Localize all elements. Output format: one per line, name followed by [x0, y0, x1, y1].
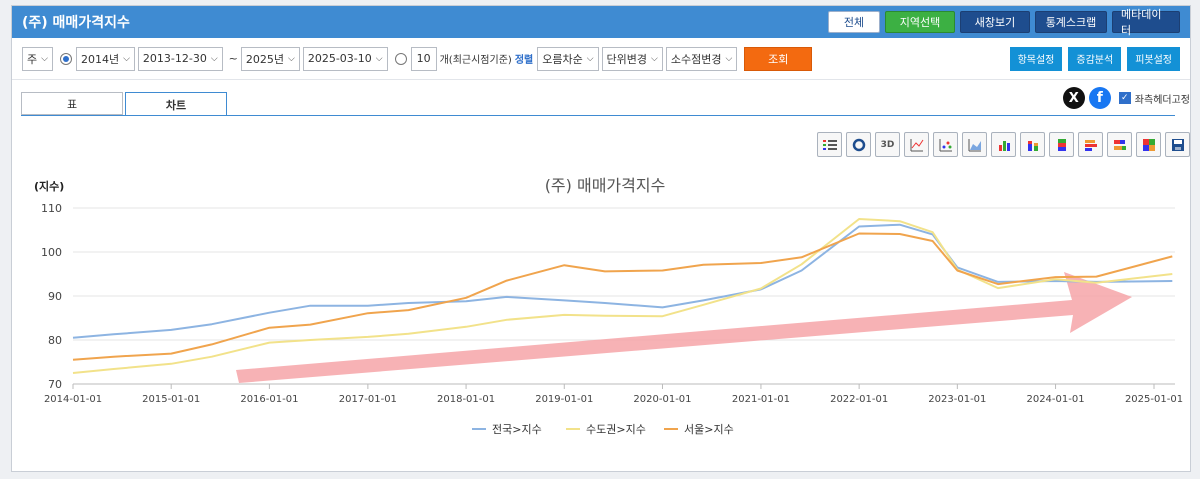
x-tick-label: 2019-01-01 — [535, 394, 593, 405]
chevron-down-icon: ⌵ — [123, 53, 130, 64]
recent-label: 개(최근시점기준) — [439, 55, 512, 66]
x-tick-label: 2022-01-01 — [830, 394, 888, 405]
sort-link[interactable]: 정렬 — [514, 55, 534, 66]
period-select[interactable]: 주 ⌵ — [22, 46, 53, 71]
chevron-down-icon: ⌵ — [586, 53, 594, 64]
page-title: (주) 매매가격지수 — [22, 15, 130, 31]
period-select-value: 주 — [27, 52, 38, 66]
x-axis-ticks: 2014-01-01 2015-01-01 2016-01-01 2017-01-01… — [44, 394, 1183, 405]
social-bar: X f ✓ 좌측헤더고정 — [1062, 87, 1190, 109]
fix-header-label: 좌측헤더고정 — [1134, 94, 1190, 106]
chart-toolbar: 3D — [813, 132, 1190, 157]
chevron-down-icon: ⌵ — [725, 53, 733, 64]
from-date-value: 2013-12-30 — [142, 52, 207, 65]
x-tick-label: 2024-01-01 — [1026, 394, 1084, 405]
area-icon[interactable] — [962, 132, 987, 157]
x-tick-label: 2015-01-01 — [142, 394, 200, 405]
save-icon[interactable] — [1165, 132, 1190, 157]
y-tick-label: 110 — [41, 202, 62, 215]
series-line-1 — [72, 223, 1173, 339]
fix-header-checkbox[interactable]: ✓ — [1118, 92, 1131, 104]
recent-radio[interactable] — [394, 52, 407, 65]
3d-icon[interactable]: 3D — [875, 132, 900, 157]
chevron-down-icon: ⌵ — [41, 53, 48, 64]
view-tabs: 표 차트 — [21, 92, 229, 116]
tab-underline — [21, 115, 1175, 116]
chart-series — [72, 218, 1173, 374]
decimal-value: 소수점변경 — [670, 52, 722, 66]
stacked-bar-alt-icon[interactable] — [1049, 132, 1074, 157]
range-separator: ~ — [228, 52, 238, 65]
trend-arrow — [236, 272, 1132, 383]
trend-arrow-shape — [236, 272, 1132, 383]
y-tick-label: 80 — [48, 334, 62, 347]
y-axis-ticks: 70 80 90 100 110 — [41, 202, 62, 391]
x-tick-label: 2020-01-01 — [633, 394, 691, 405]
unit-value: 단위변경 — [606, 52, 648, 66]
x-tick-label: 2023-01-01 — [928, 394, 986, 405]
legend-label: 전국>지수 — [492, 423, 542, 436]
app-window: (주) 매매가격지수 전체 지역선택 새창보기 통계스크랩 메타데이터 주 ⌵ 2… — [11, 5, 1191, 472]
facebook-share-icon[interactable]: f — [1088, 87, 1111, 109]
from-year-value: 2014년 — [80, 52, 120, 66]
from-year-select[interactable]: 2014년 ⌵ — [75, 46, 135, 71]
region-select-button[interactable]: 지역선택 — [885, 11, 955, 33]
x-tick-label: 2016-01-01 — [240, 394, 298, 405]
x-share-icon[interactable]: X — [1062, 87, 1085, 109]
from-date-select[interactable]: 2013-12-30 ⌵ — [137, 46, 223, 71]
tab-chart[interactable]: 차트 — [125, 92, 227, 116]
bar-icon[interactable] — [991, 132, 1016, 157]
change-analysis-button[interactable]: 증감분석 — [1068, 46, 1122, 71]
legend-label: 서울>지수 — [684, 423, 734, 436]
item-settings-button[interactable]: 항목설정 — [1009, 46, 1063, 71]
chart-legend: 전국>지수 수도권>지수 서울>지수 — [472, 423, 734, 436]
range-radio[interactable] — [59, 52, 72, 65]
unit-select[interactable]: 단위변경 ⌵ — [601, 46, 663, 71]
y-tick-label: 90 — [48, 290, 62, 303]
decimal-select[interactable]: 소수점변경 ⌵ — [665, 46, 738, 71]
x-tick-label: 2025-01-01 — [1125, 394, 1183, 405]
x-tick-label: 2014-01-01 — [44, 394, 102, 405]
to-year-value: 2025년 — [245, 52, 285, 66]
new-window-button[interactable]: 새창보기 — [960, 11, 1030, 33]
y-tick-label: 70 — [48, 378, 62, 391]
sort-select[interactable]: 오름차순 ⌵ — [537, 46, 599, 71]
horizontal-bar-icon[interactable] — [1078, 132, 1103, 157]
x-tick-label: 2017-01-01 — [339, 394, 397, 405]
y-tick-label: 100 — [41, 246, 62, 259]
export-image-icon[interactable] — [1136, 132, 1161, 157]
recent-count-input[interactable]: 10 — [410, 46, 437, 71]
chevron-down-icon: ⌵ — [210, 53, 218, 64]
tab-table[interactable]: 표 — [21, 92, 123, 115]
x-tick-label: 2018-01-01 — [437, 394, 495, 405]
horizontal-stacked-icon[interactable] — [1107, 132, 1132, 157]
series-line-3 — [72, 232, 1173, 361]
line-icon[interactable] — [904, 132, 929, 157]
metadata-button[interactable]: 메타데이터 — [1112, 8, 1180, 37]
stat-scrap-button[interactable]: 통계스크랩 — [1035, 11, 1107, 33]
chevron-down-icon: ⌵ — [651, 53, 658, 64]
query-button[interactable]: 조회 — [744, 46, 813, 71]
title-bar: (주) 매매가격지수 전체 지역선택 새창보기 통계스크랩 메타데이터 — [12, 6, 1190, 38]
x-tick-label: 2021-01-01 — [732, 394, 790, 405]
sort-value: 오름차순 — [542, 52, 583, 66]
chevron-down-icon: ⌵ — [375, 53, 383, 64]
rotate-icon[interactable] — [846, 132, 871, 157]
legend-label: 수도권>지수 — [586, 423, 646, 436]
all-button[interactable]: 전체 — [828, 11, 880, 33]
chart-gridlines — [72, 207, 1175, 389]
to-date-select[interactable]: 2025-03-10 ⌵ — [302, 46, 388, 71]
chart-title: (주) 매매가격지수 — [545, 176, 666, 195]
to-year-select[interactable]: 2025년 ⌵ — [240, 46, 300, 71]
scatter-icon[interactable] — [933, 132, 958, 157]
pivot-settings-button[interactable]: 피봇설정 — [1127, 46, 1180, 71]
y-axis-label: (지수) — [34, 179, 64, 193]
control-bar: 주 ⌵ 2014년 ⌵ 2013-12-30 ⌵ ~ 2025년 ⌵ 2025-03-1… — [12, 38, 1190, 80]
to-date-value: 2025-03-10 — [307, 52, 372, 65]
chevron-down-icon: ⌵ — [288, 53, 295, 64]
legend-list-icon[interactable] — [817, 132, 842, 157]
stacked-bar-icon[interactable] — [1020, 132, 1045, 157]
